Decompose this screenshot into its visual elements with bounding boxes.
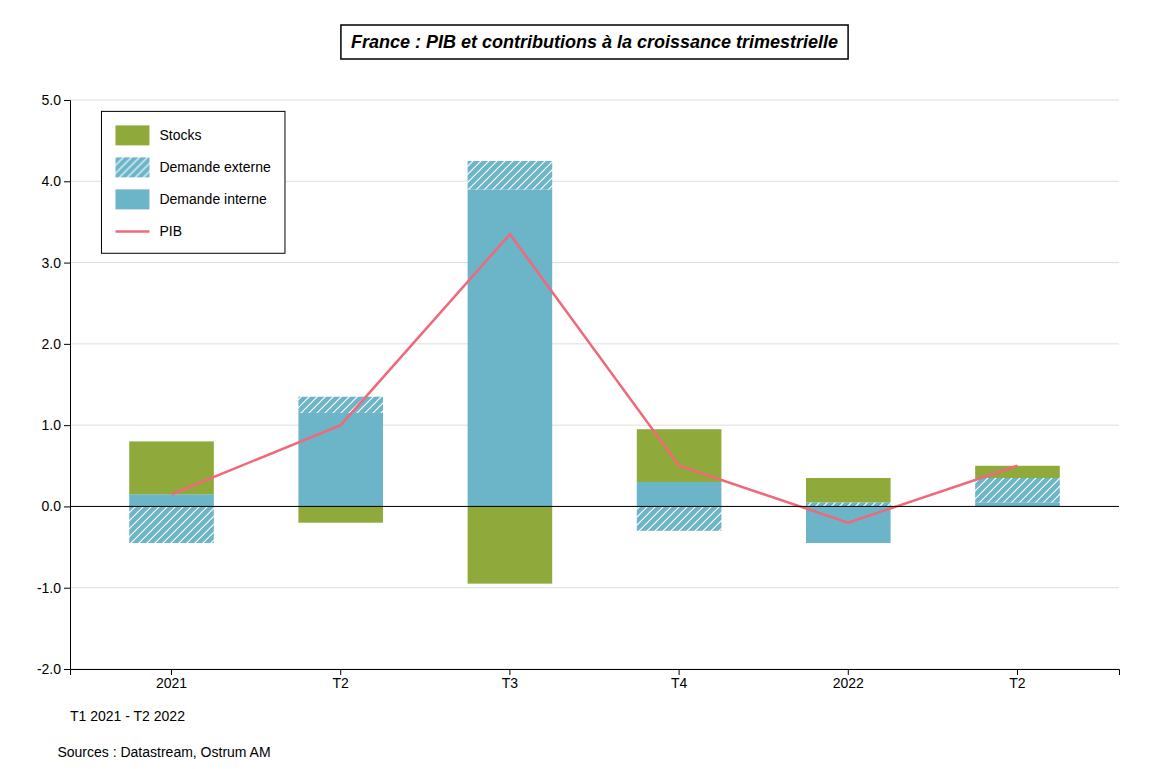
legend-swatch (115, 125, 149, 145)
grid-line (70, 587, 1119, 588)
y-tick-mark (64, 100, 70, 101)
y-tick: 5.0 (42, 92, 70, 108)
legend: Stocks Demande externe Demande interne PIB (101, 111, 285, 253)
y-tick: -1.0 (37, 580, 70, 596)
y-tick-label: -1.0 (37, 580, 61, 596)
title-group: France : PIB et contributions à la crois… (341, 25, 848, 59)
zero-line (70, 506, 1119, 507)
grid-line (70, 100, 1119, 101)
legend-item: PIB (115, 223, 182, 239)
bar (129, 441, 214, 494)
x-tick: T2 (333, 669, 350, 691)
x-axis: 2021 T2 T3 T4 2022 T2 (71, 669, 1120, 691)
y-tick: 3.0 (42, 255, 70, 271)
bar (975, 478, 1060, 502)
line (172, 234, 1018, 523)
y-tick: -2.0 (37, 661, 70, 677)
grid (70, 100, 1119, 669)
y-axis: -2.0 -1.0 0.0 1.0 2.0 3.0 4.0 5.0 (37, 92, 71, 677)
bar (806, 502, 891, 506)
bar (298, 397, 383, 413)
legend-item: Demande externe (115, 157, 271, 177)
grid-line (70, 506, 1119, 507)
y-tick-label: 3.0 (42, 255, 62, 271)
y-tick: 0.0 (42, 498, 70, 514)
y-tick-label: -2.0 (37, 661, 61, 677)
x-tick: T4 (671, 669, 688, 691)
chart: 2021 T2 T3 T4 2022 T2 -2.0 -1.0 0.0 1.0 2.0 3.0 4.0 5… (0, 0, 1149, 769)
legend-label: Demande externe (159, 159, 271, 175)
y-tick-label: 2.0 (42, 336, 62, 352)
title: France : PIB et contributions à la crois… (351, 32, 838, 52)
legend-swatch (115, 189, 149, 209)
y-axis-line (64, 101, 71, 670)
x-tick: T3 (502, 669, 519, 691)
bar (298, 506, 383, 522)
x-tick-label: T4 (671, 675, 688, 691)
x-tick-label: T3 (502, 675, 519, 691)
y-tick-label: 4.0 (42, 173, 62, 189)
x-tick-label: 2021 (156, 675, 187, 691)
y-tick: 4.0 (42, 173, 70, 189)
bar (637, 482, 722, 506)
x-axis-line (71, 670, 1120, 676)
bar (468, 506, 553, 583)
grid-line (70, 425, 1119, 426)
x-tick: 2022 (833, 669, 864, 691)
plot-area: 2021 T2 T3 T4 2022 T2 -2.0 -1.0 0.0 1.0 2.0 3.0 4.0 5… (37, 92, 1120, 691)
bar (637, 506, 722, 530)
legend-swatch (115, 230, 149, 233)
y-tick-mark (64, 263, 70, 264)
legend-label: PIB (159, 223, 182, 239)
y-tick-mark (64, 588, 70, 589)
y-tick-label: 5.0 (42, 92, 62, 108)
y-tick-label: 1.0 (42, 417, 62, 433)
legend-box (101, 111, 285, 253)
bar (468, 161, 553, 189)
x-tick-label: 2022 (833, 675, 864, 691)
y-tick-mark (64, 181, 70, 182)
y-tick-mark (64, 425, 70, 426)
bar (129, 506, 214, 543)
grid-line (70, 262, 1119, 263)
x-tick-label: T2 (333, 675, 350, 691)
y-tick-mark (64, 506, 70, 507)
annotation: Sources : Datastream, Ostrum AM (57, 744, 270, 760)
title-box (341, 25, 848, 59)
bar (298, 413, 383, 506)
y-tick: 1.0 (42, 417, 70, 433)
bar (468, 189, 553, 506)
y-tick: 2.0 (42, 336, 70, 352)
x-tick: 2021 (156, 669, 187, 691)
legend-label: Stocks (159, 127, 201, 143)
y-tick-label: 0.0 (42, 498, 62, 514)
legend-items: Stocks Demande externe Demande interne PIB (115, 125, 271, 239)
bar (637, 429, 722, 482)
legend-item: Demande interne (115, 189, 267, 209)
legend-swatch (115, 157, 149, 177)
bar (806, 478, 891, 502)
y-tick-mark (64, 669, 70, 670)
x-tick: T2 (1009, 669, 1026, 691)
bar (975, 502, 1060, 506)
legend-label: Demande interne (159, 191, 267, 207)
bar (129, 494, 214, 506)
y-tick-mark (64, 344, 70, 345)
grid-line (70, 343, 1119, 344)
x-tick-label: T2 (1009, 675, 1026, 691)
subtitle: T1 2021 - T2 2022 (70, 708, 185, 724)
legend-item: Stocks (115, 125, 201, 145)
